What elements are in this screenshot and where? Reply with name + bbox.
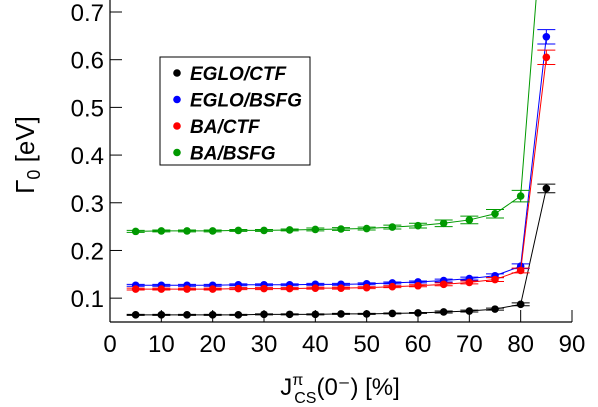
data-point — [542, 53, 551, 62]
x-tick-label: 20 — [199, 331, 226, 358]
data-point — [542, 33, 551, 41]
data-point — [439, 280, 448, 289]
data-point — [542, 184, 551, 193]
y-label-rest: [eV] — [10, 116, 40, 169]
data-point — [234, 311, 243, 319]
data-point — [260, 226, 268, 235]
x-tick-label: 10 — [148, 331, 175, 358]
plot-area — [126, 0, 556, 319]
x-tick-label: 90 — [559, 331, 586, 358]
data-point — [234, 226, 243, 235]
data-point — [183, 285, 191, 293]
data-point — [465, 216, 474, 224]
data-point — [157, 285, 166, 293]
legend-marker — [173, 95, 181, 104]
data-point — [388, 223, 397, 231]
data-point — [516, 300, 525, 309]
data-point — [491, 209, 499, 218]
data-point — [362, 224, 371, 233]
legend-marker — [173, 69, 181, 77]
y-tick-label: 0.7 — [71, 0, 104, 27]
y-tick-label: 0.3 — [71, 191, 104, 218]
data-point — [516, 266, 525, 275]
data-point — [491, 275, 499, 284]
data-point — [260, 284, 268, 293]
legend-label: BA/BSFG — [190, 144, 276, 165]
data-point — [183, 227, 191, 235]
data-point — [157, 227, 166, 235]
data-point — [362, 283, 371, 292]
legend-label: BA/CTF — [190, 117, 261, 138]
x-label-rest: (0⁻) [%] — [316, 374, 399, 401]
data-point — [285, 310, 294, 319]
data-point — [285, 226, 294, 234]
data-point — [414, 281, 422, 290]
x-tick-label: 60 — [405, 331, 432, 358]
data-point — [337, 284, 345, 292]
series-line — [135, 188, 547, 316]
data-point — [337, 310, 345, 318]
data-point — [337, 225, 345, 233]
legend-label: EGLO/BSFG — [190, 91, 302, 112]
x-label-sub: CS — [294, 390, 316, 407]
y-axis-label: Γ0 [eV] — [10, 116, 44, 194]
data-point — [131, 285, 140, 293]
data-point — [311, 284, 320, 292]
data-point — [491, 305, 499, 313]
data-point — [388, 309, 397, 318]
x-tick-label: 30 — [251, 331, 278, 358]
x-tick-label: 40 — [302, 331, 329, 358]
x-tick-label: 80 — [507, 331, 534, 358]
y-label-sub: 0 — [24, 170, 44, 180]
y-label-main: Γ — [10, 180, 40, 194]
data-point — [439, 308, 448, 316]
data-point — [208, 285, 217, 293]
data-point — [131, 311, 140, 319]
data-point — [465, 278, 474, 287]
x-tick-label: 0 — [103, 331, 116, 358]
x-label-sup: π — [292, 372, 303, 389]
y-tick-label: 0.4 — [71, 143, 104, 170]
data-point — [234, 284, 243, 293]
data-point — [311, 225, 320, 234]
y-tick-label: 0.5 — [71, 95, 104, 122]
data-point — [439, 219, 448, 228]
data-point — [131, 227, 140, 236]
y-tick-label: 0.1 — [71, 286, 104, 313]
legend-box — [159, 56, 311, 166]
data-point — [388, 282, 397, 291]
data-point — [208, 227, 217, 235]
x-tick-label: 50 — [353, 331, 380, 358]
legend-marker — [173, 122, 181, 130]
x-tick-label: 70 — [456, 331, 483, 358]
data-point — [414, 221, 422, 230]
data-point — [183, 311, 191, 319]
data-point — [516, 192, 525, 200]
x-label-main: J — [280, 374, 292, 401]
y-tick-label: 0.2 — [71, 238, 104, 265]
legend-label: EGLO/CTF — [190, 64, 287, 85]
x-axis-label: Jπ CS(0⁻) [%] — [280, 372, 400, 407]
y-tick-label: 0.6 — [71, 48, 104, 75]
legend-marker — [173, 148, 181, 157]
data-point — [285, 284, 294, 293]
